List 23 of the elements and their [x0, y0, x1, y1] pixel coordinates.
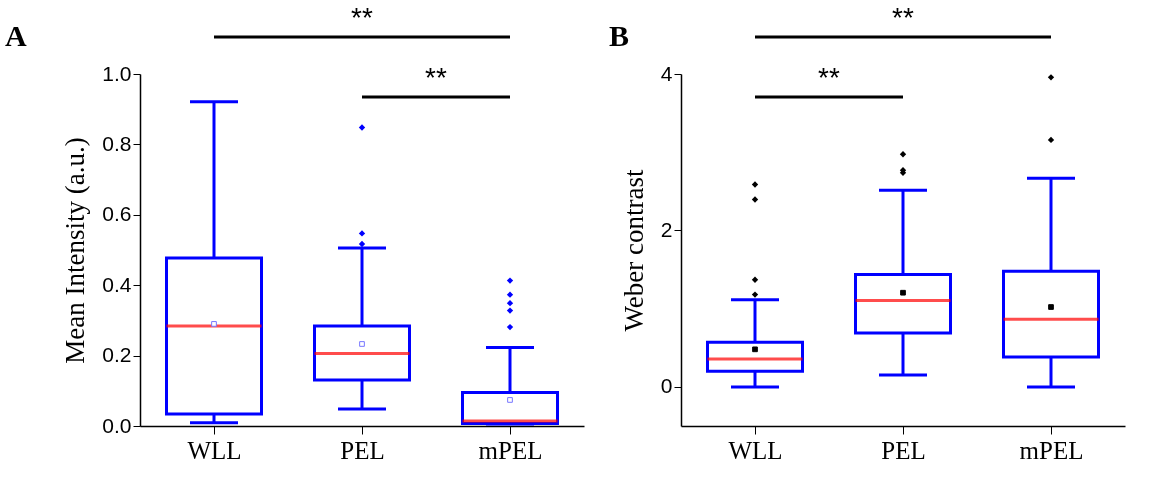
chart-title: B [609, 19, 630, 52]
y-tick-label: 0 [660, 374, 673, 398]
x-tick-label: PEL [340, 436, 385, 464]
text: ** [892, 2, 914, 33]
y-tick-label: 0.8 [102, 131, 132, 155]
y-axis-title: Weber contrast [618, 169, 649, 332]
x-tick-label: mPEL [1019, 436, 1084, 464]
annotation: ** [425, 62, 447, 93]
y-tick-label: 0.4 [102, 272, 132, 296]
x-tick-label: PEL [881, 436, 926, 464]
x-tick-label: WLL [728, 436, 783, 464]
y-tick-label: 0.6 [102, 202, 132, 226]
y-tick-label: 1.0 [102, 61, 132, 85]
y-axis-title: Mean Intensity (a.u.) [60, 137, 91, 364]
y-tick-label: 0.2 [102, 343, 132, 367]
y-tick-label: 4 [660, 61, 673, 85]
annotation: ** [818, 62, 840, 93]
y-tick-label: 2 [660, 217, 673, 241]
y-tick-label: 0.0 [102, 413, 132, 437]
chart-title: A [5, 19, 27, 52]
x-tick-label: mPEL [478, 436, 543, 464]
x-tick-label: WLL [187, 436, 242, 464]
text: ** [351, 2, 373, 33]
